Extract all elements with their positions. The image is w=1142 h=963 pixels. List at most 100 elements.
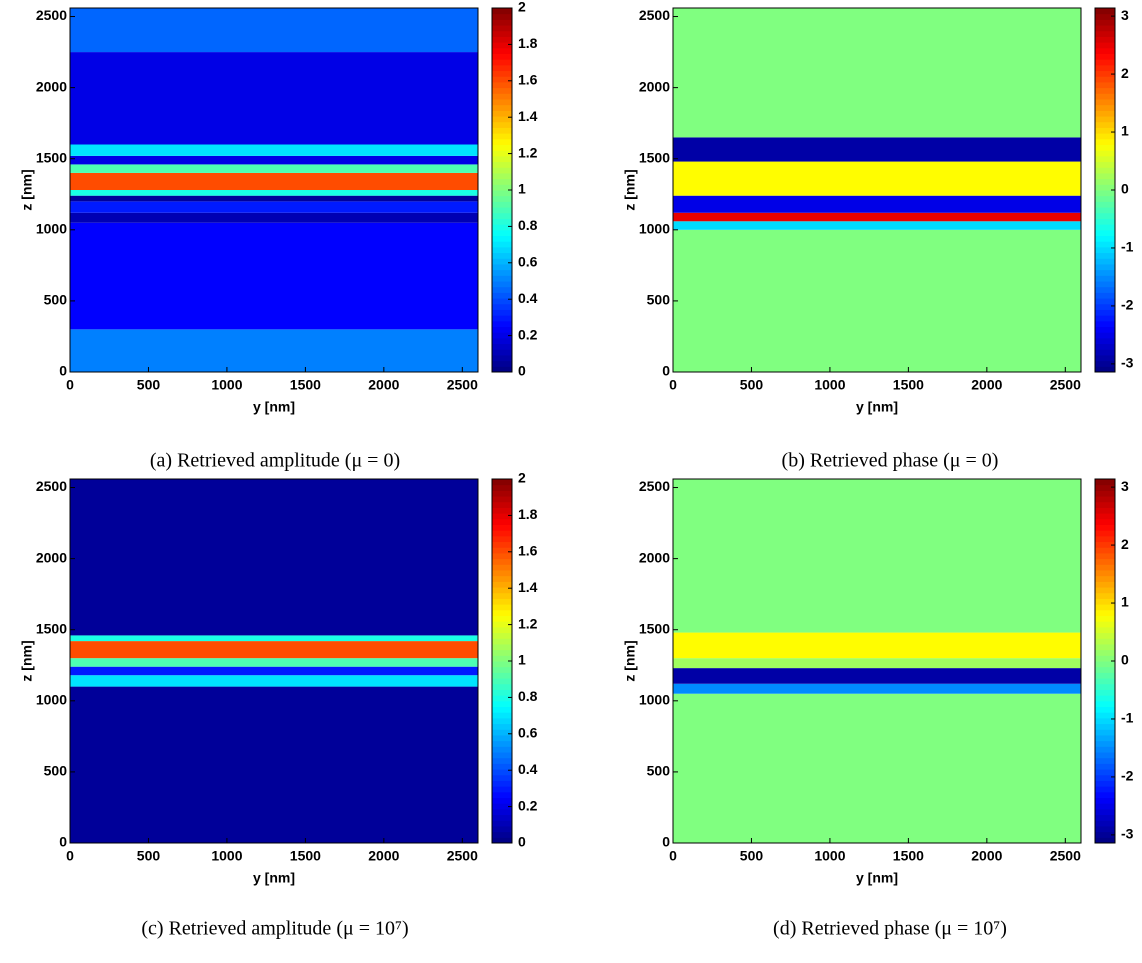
y-tick-label: 1500 xyxy=(36,149,67,165)
colorbar-step xyxy=(492,349,512,356)
colorbar-step xyxy=(1095,315,1115,322)
y-tick-label: 1000 xyxy=(639,692,670,708)
colorbar-step xyxy=(1095,598,1115,605)
colorbar-step xyxy=(1095,638,1115,645)
colorbar-step xyxy=(1095,13,1115,20)
colorbar-step xyxy=(492,638,512,645)
colorbar-step xyxy=(492,263,512,271)
colorbar-tick-label: 1 xyxy=(518,652,526,668)
heatmap-row xyxy=(673,632,1081,659)
y-tick-label: 2000 xyxy=(639,549,670,565)
y-axis-label: z [nm] xyxy=(19,169,35,210)
colorbar-tick-label: 3 xyxy=(1121,7,1129,23)
x-tick-label: 500 xyxy=(137,377,161,393)
colorbar-step xyxy=(1095,712,1115,719)
colorbar-tick-label: -1 xyxy=(1121,710,1134,726)
colorbar-step xyxy=(1095,791,1115,798)
heatmap-row xyxy=(70,155,478,165)
y-tick-label: 500 xyxy=(647,763,671,779)
y-tick-label: 1500 xyxy=(36,620,67,636)
colorbar-step xyxy=(492,479,512,486)
heatmap-row xyxy=(673,195,1081,213)
heatmap-row xyxy=(70,172,478,190)
colorbar-step xyxy=(492,786,512,793)
x-tick-label: 1000 xyxy=(211,848,242,864)
colorbar-tick-label: 0.6 xyxy=(518,725,538,741)
colorbar-step xyxy=(1095,518,1115,525)
colorbar-step xyxy=(492,292,512,299)
colorbar-step xyxy=(1095,263,1115,271)
heatmap-row xyxy=(70,144,478,156)
colorbar-step xyxy=(1095,587,1115,594)
y-tick-label: 2500 xyxy=(36,478,67,494)
colorbar-step xyxy=(492,201,512,208)
heatmap-row xyxy=(673,229,1081,372)
colorbar-step xyxy=(1095,343,1115,350)
colorbar-step xyxy=(492,190,512,197)
heatmap-row xyxy=(70,658,478,667)
caption: (d) Retrieved phase (μ = 10⁷) xyxy=(773,918,1007,940)
x-tick-label: 0 xyxy=(66,377,74,393)
colorbar-step xyxy=(1095,258,1115,265)
colorbar-step xyxy=(492,13,512,20)
colorbar-tick-label: 0 xyxy=(518,363,526,379)
colorbar-step xyxy=(492,740,512,747)
colorbar-step xyxy=(492,19,512,26)
colorbar-step xyxy=(492,93,512,100)
colorbar-tick-label: 0.4 xyxy=(518,761,538,777)
colorbar-step xyxy=(492,184,512,191)
y-tick-label: 2000 xyxy=(36,78,67,94)
colorbar-step xyxy=(492,76,512,83)
colorbar-step xyxy=(492,643,512,651)
colorbar-step xyxy=(492,309,512,316)
colorbar-step xyxy=(1095,127,1115,134)
colorbar-step xyxy=(1095,195,1115,202)
colorbar-step xyxy=(1095,729,1115,736)
colorbar-step xyxy=(1095,524,1115,531)
colorbar-step xyxy=(1095,626,1115,634)
x-tick-label: 1500 xyxy=(893,377,924,393)
colorbar-step xyxy=(1095,734,1115,742)
x-tick-label: 2000 xyxy=(368,377,399,393)
colorbar-step xyxy=(492,30,512,37)
colorbar-step xyxy=(1095,615,1115,622)
colorbar-step xyxy=(492,320,512,327)
colorbar-step xyxy=(1095,207,1115,214)
x-axis-label: y [nm] xyxy=(856,399,898,415)
y-tick-label: 500 xyxy=(44,763,68,779)
colorbar-step xyxy=(1095,366,1115,373)
colorbar-step xyxy=(492,269,512,276)
colorbar-step xyxy=(492,218,512,225)
colorbar-step xyxy=(492,808,512,816)
colorbar-step xyxy=(1095,110,1115,117)
colorbar-step xyxy=(492,286,512,293)
colorbar-step xyxy=(492,212,512,219)
colorbar-step xyxy=(492,712,512,719)
colorbar-step xyxy=(492,332,512,339)
x-axis-label: y [nm] xyxy=(253,870,295,886)
colorbar-step xyxy=(492,484,512,491)
y-tick-label: 0 xyxy=(662,834,670,850)
caption: (a) Retrieved amplitude (μ = 0) xyxy=(150,450,400,472)
colorbar-step xyxy=(1095,769,1115,776)
colorbar-step xyxy=(1095,326,1115,333)
colorbar-step xyxy=(492,501,512,508)
x-tick-label: 2500 xyxy=(1050,848,1081,864)
colorbar-step xyxy=(1095,332,1115,339)
y-axis-label: z [nm] xyxy=(622,640,638,681)
heatmap-row xyxy=(70,190,478,196)
heatmap-row xyxy=(70,686,478,843)
colorbar-step xyxy=(492,235,512,242)
colorbar-tick-label: 0 xyxy=(518,834,526,850)
colorbar-step xyxy=(1095,814,1115,821)
colorbar-step xyxy=(492,195,512,202)
colorbar-step xyxy=(492,172,512,180)
y-tick-label: 1000 xyxy=(36,692,67,708)
colorbar-step xyxy=(492,354,512,362)
colorbar-step xyxy=(492,116,512,123)
colorbar-step xyxy=(1095,661,1115,668)
colorbar-step xyxy=(492,683,512,690)
y-tick-label: 2500 xyxy=(639,7,670,23)
colorbar-step xyxy=(492,25,512,32)
colorbar-step xyxy=(1095,133,1115,140)
